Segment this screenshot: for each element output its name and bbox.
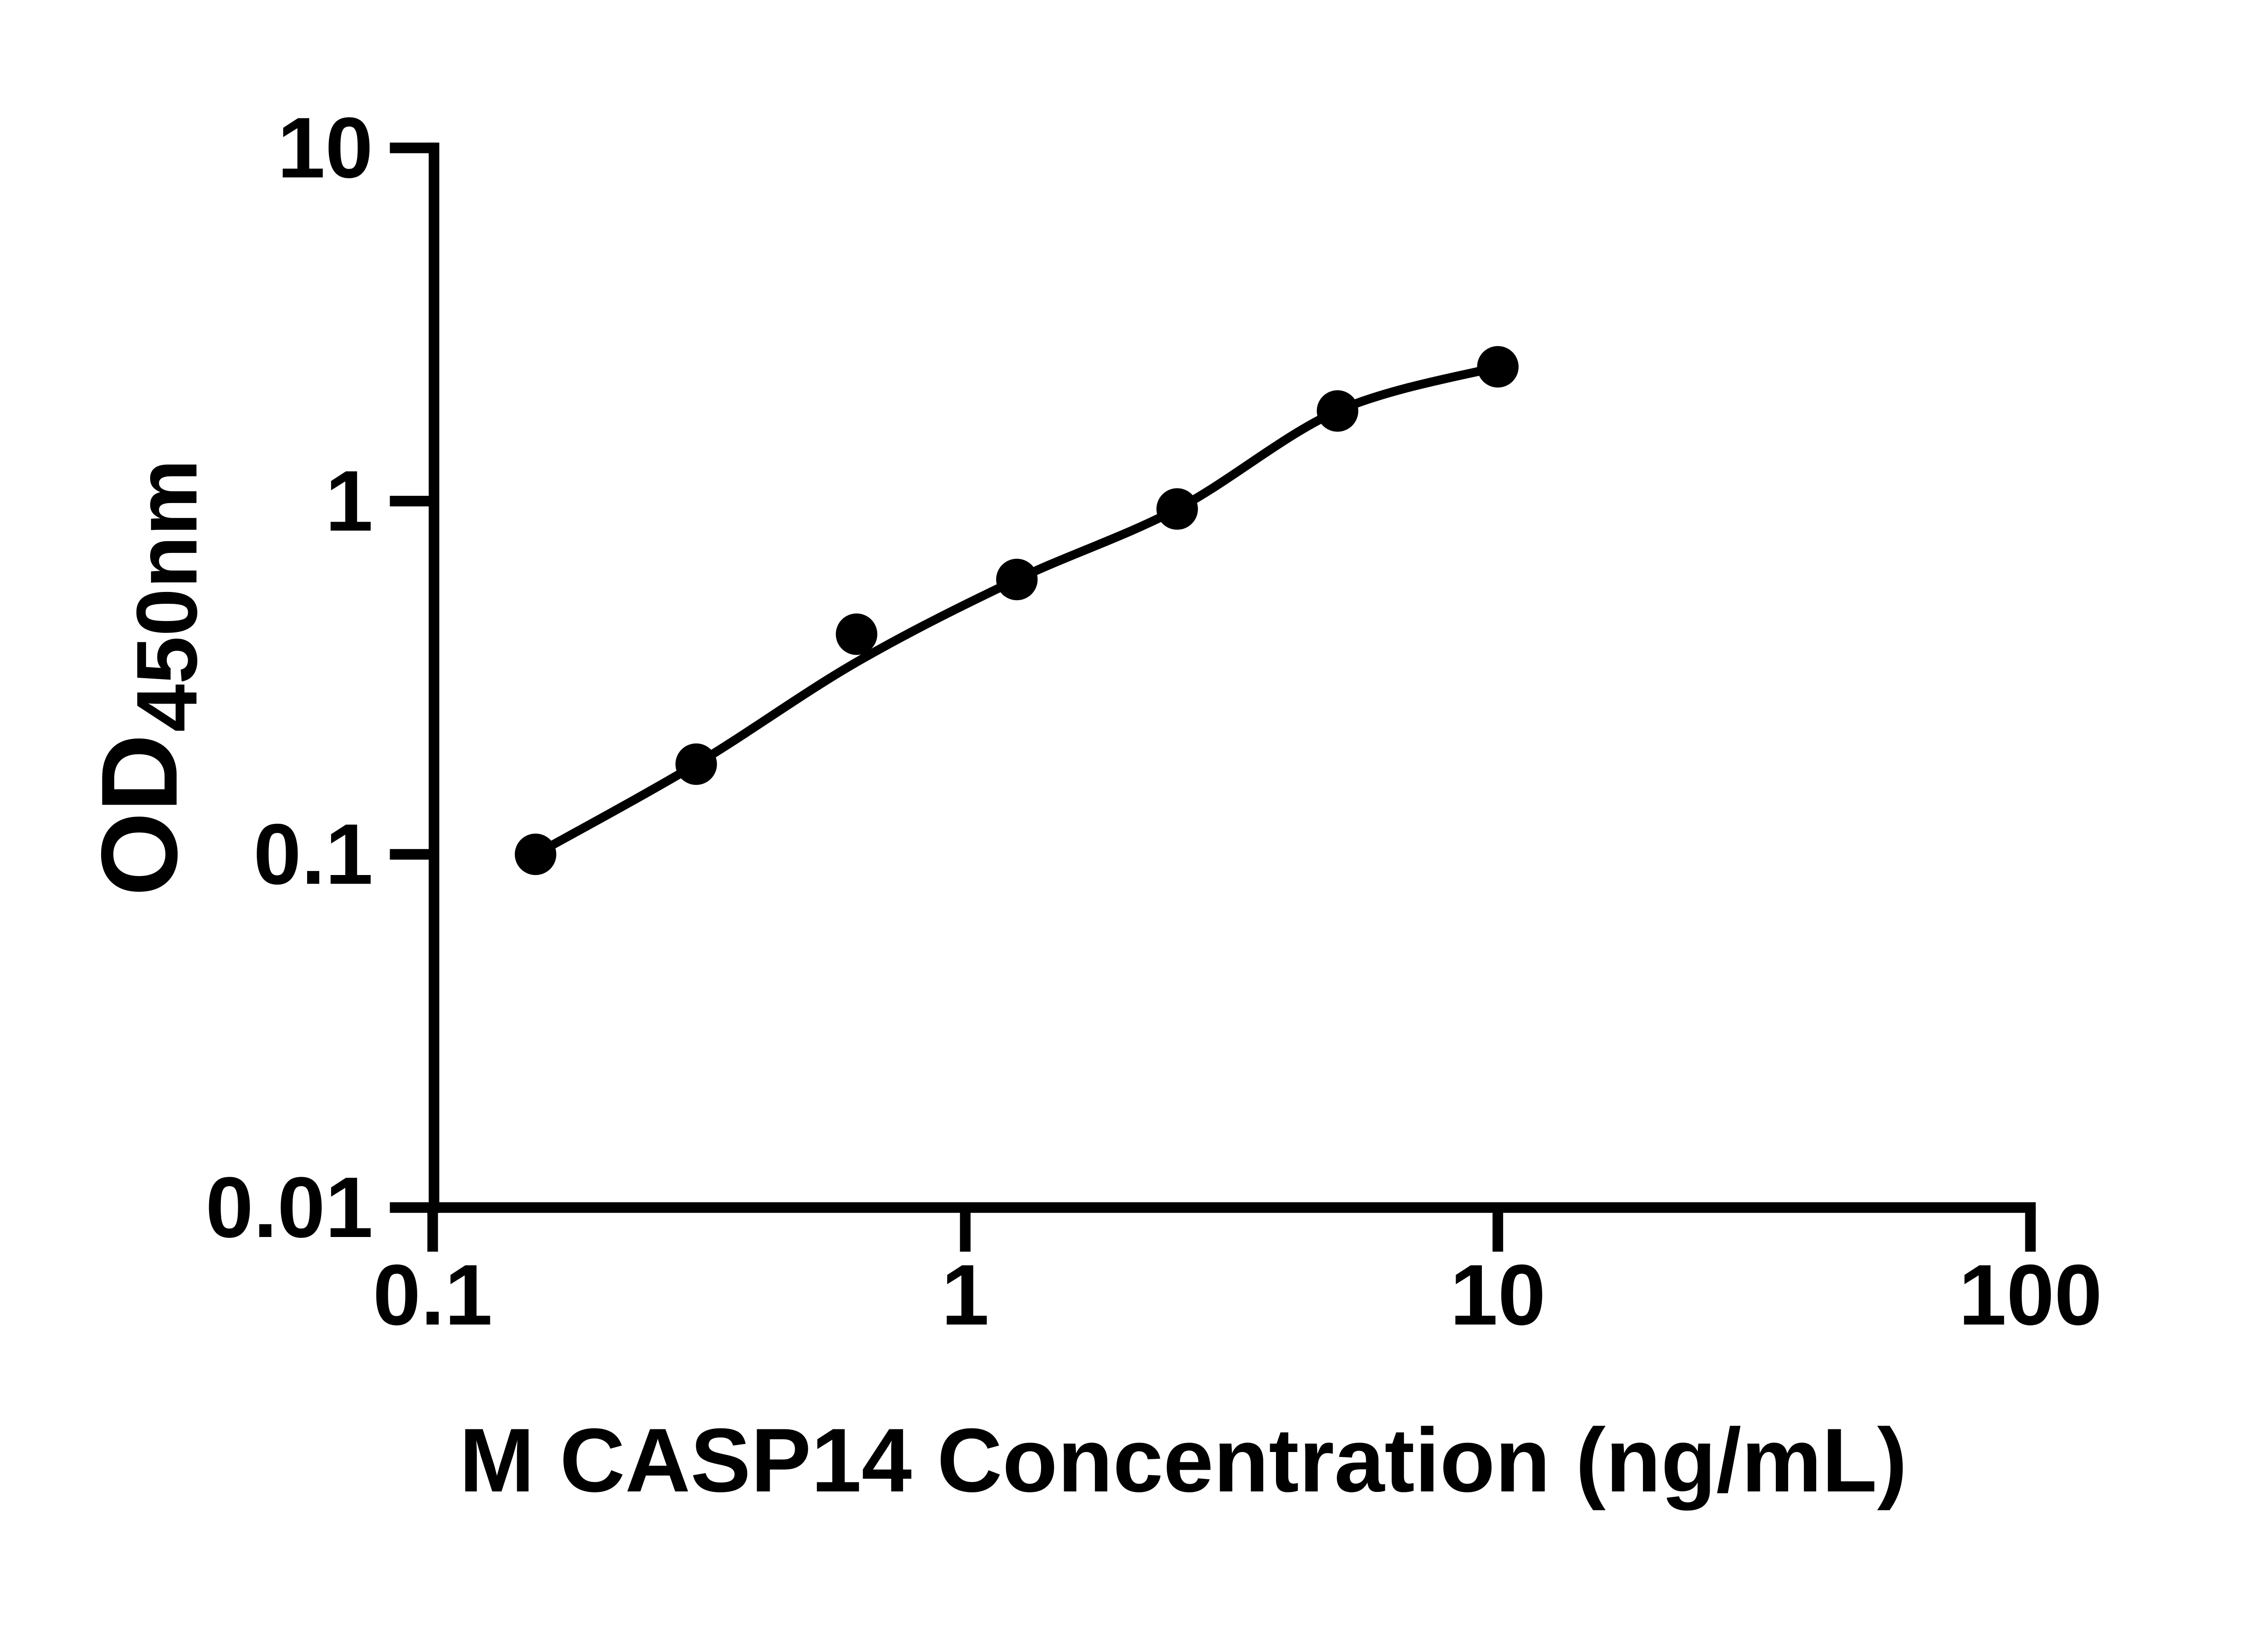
plot-background xyxy=(0,0,2268,1589)
x-tick-label: 0.1 xyxy=(373,1247,493,1343)
data-point xyxy=(836,613,878,655)
x-axis-ticks xyxy=(427,1208,2036,1252)
data-points xyxy=(514,346,1519,875)
x-tick-label: 10 xyxy=(1450,1247,1546,1343)
data-point xyxy=(1316,390,1359,432)
data-point xyxy=(996,558,1038,601)
axes xyxy=(429,142,2036,1213)
data-point xyxy=(675,743,717,785)
y-axis-tick-labels: 0.01 0.1 1 10 xyxy=(205,100,373,1256)
elisa-standard-curve-figure: 0.01 0.1 1 10 0.1 1 10 100 OD 450nm M CASP14 C… xyxy=(0,0,2268,1589)
data-point xyxy=(514,833,557,875)
y-axis-title: OD 450nm xyxy=(78,459,215,896)
data-point xyxy=(1477,346,1519,388)
y-axis-title-subscript: 450nm xyxy=(119,459,215,732)
data-point xyxy=(1156,488,1198,530)
y-tick-label: 10 xyxy=(277,100,373,196)
x-axis-tick-labels: 0.1 1 10 100 xyxy=(373,1247,2102,1343)
y-tick-label: 0.1 xyxy=(254,806,373,902)
y-tick-label: 1 xyxy=(325,453,373,549)
y-axis-title-main: OD xyxy=(78,734,200,896)
y-axis-ticks xyxy=(390,142,434,1213)
y-tick-label: 0.01 xyxy=(205,1159,373,1256)
x-tick-label: 1 xyxy=(941,1247,989,1343)
x-tick-label: 100 xyxy=(1959,1247,2102,1343)
x-axis-title: M CASP14 Concentration (ng/mL) xyxy=(459,1410,1907,1511)
